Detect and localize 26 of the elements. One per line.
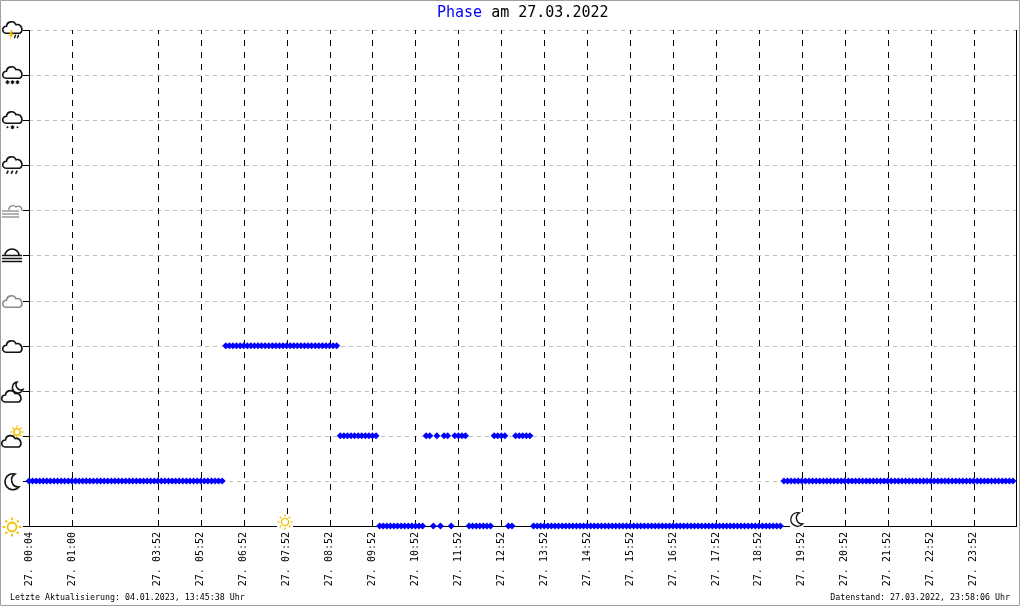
- x-tick-label: 27. 21:52: [881, 532, 893, 587]
- x-tick-label: 27. 14:52: [580, 532, 592, 587]
- x-tick-label: 27. 07:52: [280, 532, 292, 587]
- x-tick-label: 27. 19:52: [795, 532, 807, 587]
- x-tick-label: 27. 09:52: [366, 532, 378, 587]
- x-tick-label: 27. 18:52: [752, 532, 764, 587]
- x-tick-label: 27. 23:52: [967, 532, 979, 587]
- x-tick-label: 27. 00:04: [22, 532, 34, 587]
- x-tick-label: 27. 22:52: [924, 532, 936, 587]
- x-tick-label: 27. 08:52: [323, 532, 335, 587]
- x-tick-label: 27. 11:52: [451, 532, 463, 587]
- x-tick-label: 27. 17:52: [709, 532, 721, 587]
- x-tick-label: 27. 06:52: [237, 532, 249, 587]
- x-tick-label: 27. 03:52: [151, 532, 163, 587]
- text: Letzte Aktualisierung: 04.01.2023, 13:45:38 Uhr: [10, 592, 245, 603]
- chart-title: am 27.03.2022: [491, 2, 609, 21]
- x-tick-label: 27. 12:52: [494, 532, 506, 587]
- x-tick-label: 27. 10:52: [409, 532, 421, 587]
- x-tick-label: 27. 13:52: [537, 532, 549, 587]
- text: Datenstand: 27.03.2022, 23:58:06 Uhr: [830, 592, 1010, 603]
- x-tick-label: 27. 15:52: [623, 532, 635, 587]
- x-tick-label: 27. 05:52: [194, 532, 206, 587]
- x-tick-label: 27. 20:52: [838, 532, 850, 587]
- x-tick-label: 27. 16:52: [666, 532, 678, 587]
- x-tick-label: 27. 01:00: [65, 532, 77, 587]
- text: Phase: [436, 2, 483, 21]
